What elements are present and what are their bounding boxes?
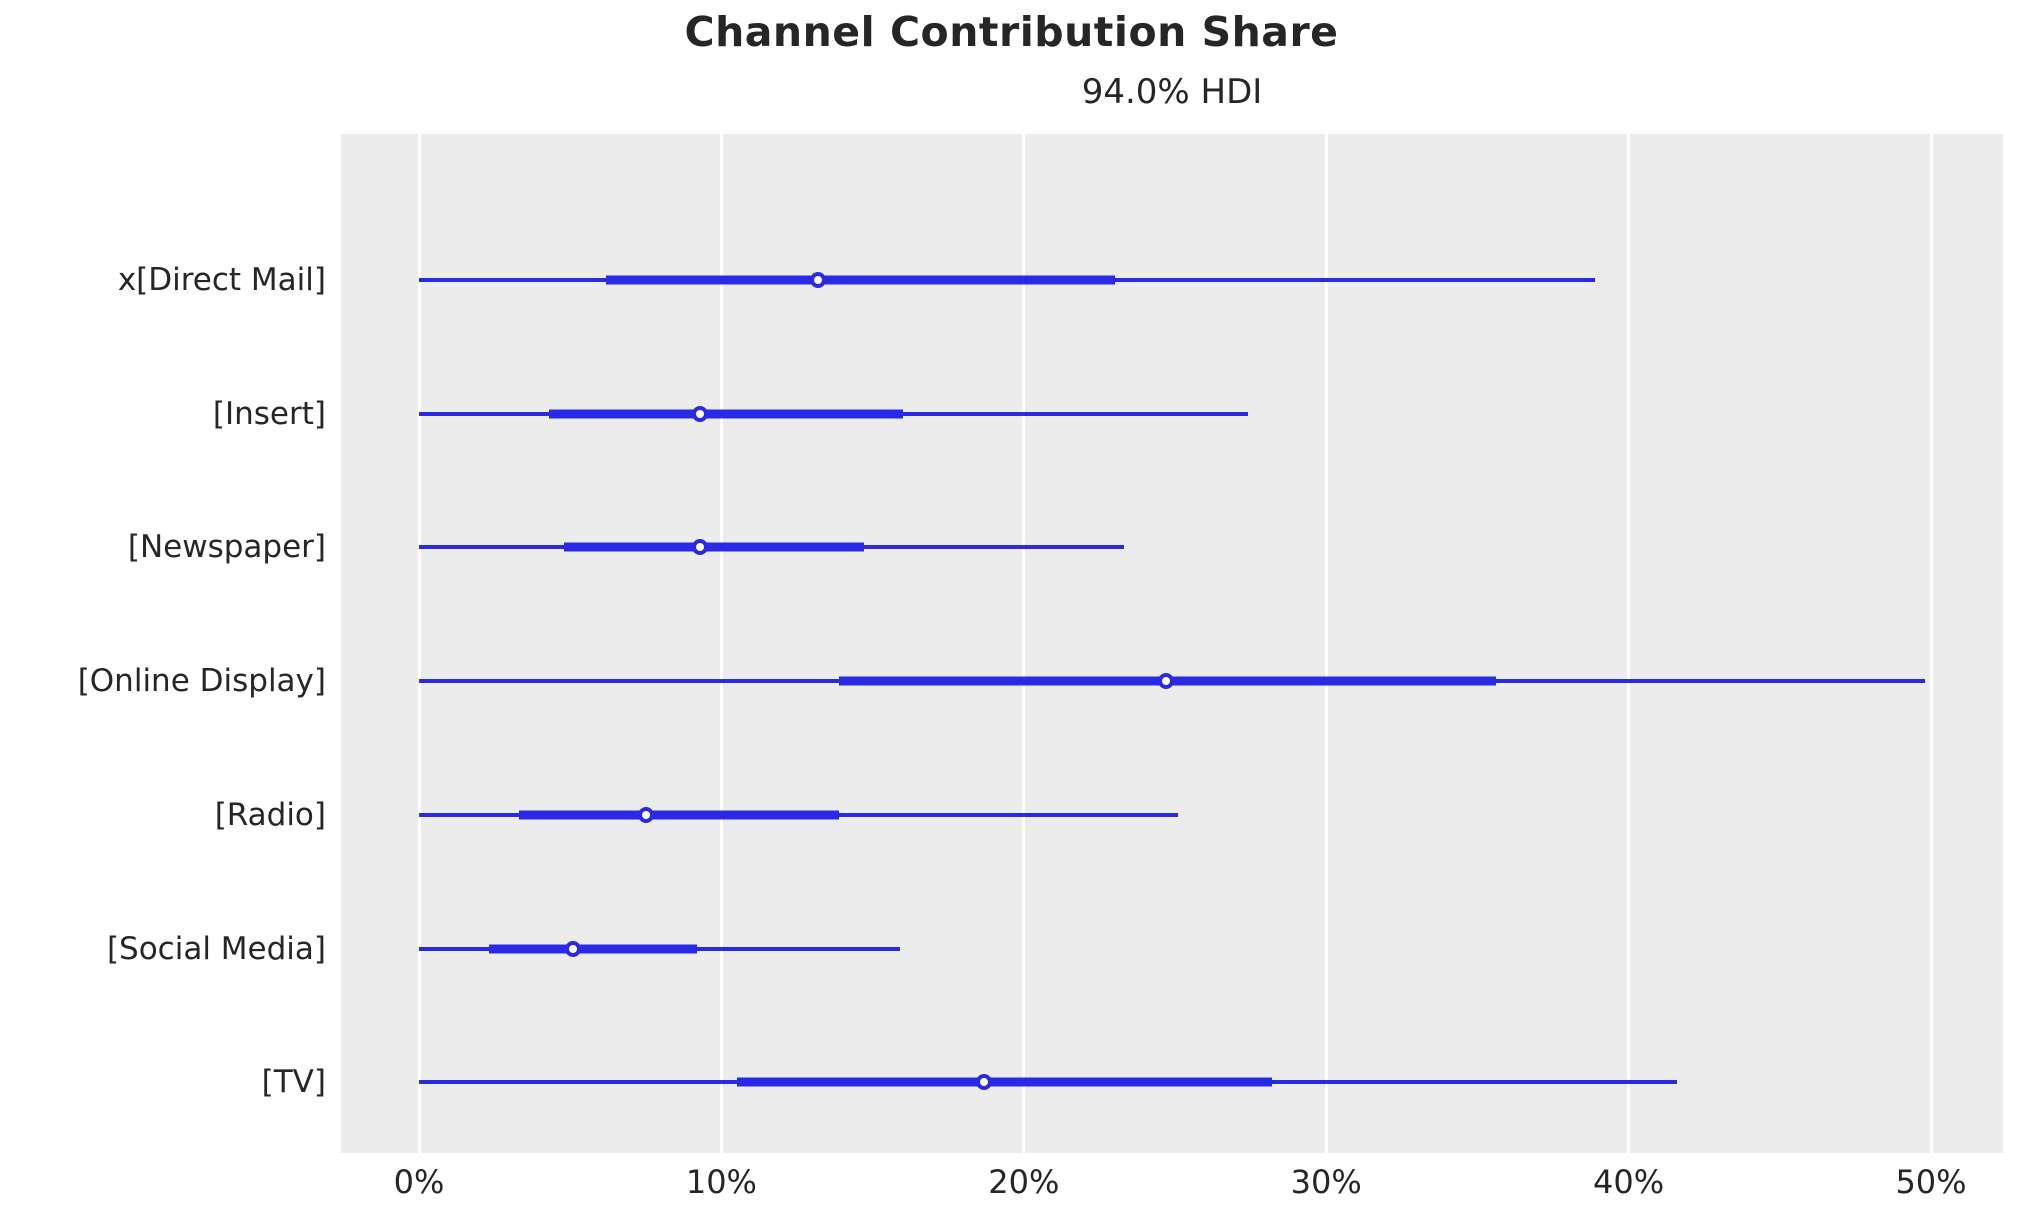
gridline-50% bbox=[1929, 134, 1933, 1153]
y-axis-label: [Social Media] bbox=[106, 930, 326, 967]
plot-area bbox=[341, 134, 2003, 1153]
gridline-40% bbox=[1627, 134, 1631, 1153]
point-estimate-dot bbox=[637, 806, 654, 823]
point-estimate-dot bbox=[692, 539, 709, 556]
y-axis-label: [Newspaper] bbox=[127, 529, 326, 566]
core-interval-line bbox=[564, 542, 864, 552]
gridline-30% bbox=[1324, 134, 1328, 1153]
point-estimate-dot bbox=[565, 940, 582, 957]
y-axis-label: x[Direct Mail] bbox=[117, 262, 326, 298]
gridline-10% bbox=[719, 134, 723, 1153]
y-axis-label: [Insert] bbox=[212, 395, 326, 432]
chart-subtitle: 94.0% HDI bbox=[1081, 72, 1263, 112]
gridline-0% bbox=[417, 134, 421, 1153]
core-interval-line bbox=[518, 810, 840, 820]
core-interval-line bbox=[606, 275, 1115, 285]
y-axis-label: [Online Display] bbox=[77, 663, 326, 700]
gridline-20% bbox=[1022, 134, 1026, 1153]
point-estimate-dot bbox=[692, 405, 709, 422]
core-interval-line bbox=[488, 944, 698, 953]
x-tick-label: 10% bbox=[685, 1163, 757, 1201]
y-axis-label: [TV] bbox=[261, 1064, 326, 1101]
point-estimate-dot bbox=[976, 1074, 993, 1091]
x-tick-label: 20% bbox=[988, 1163, 1060, 1201]
x-tick-label: 0% bbox=[393, 1163, 445, 1201]
point-estimate-dot bbox=[810, 272, 827, 288]
core-interval-line bbox=[736, 1077, 1272, 1087]
core-interval-line bbox=[549, 409, 903, 419]
x-tick-label: 30% bbox=[1290, 1163, 1362, 1201]
x-tick-label: 40% bbox=[1593, 1163, 1665, 1201]
point-estimate-dot bbox=[1157, 673, 1174, 690]
chart-title: Channel Contribution Share bbox=[684, 8, 1339, 56]
y-axis-label: [Radio] bbox=[214, 796, 326, 833]
x-tick-label: 50% bbox=[1895, 1163, 1967, 1201]
